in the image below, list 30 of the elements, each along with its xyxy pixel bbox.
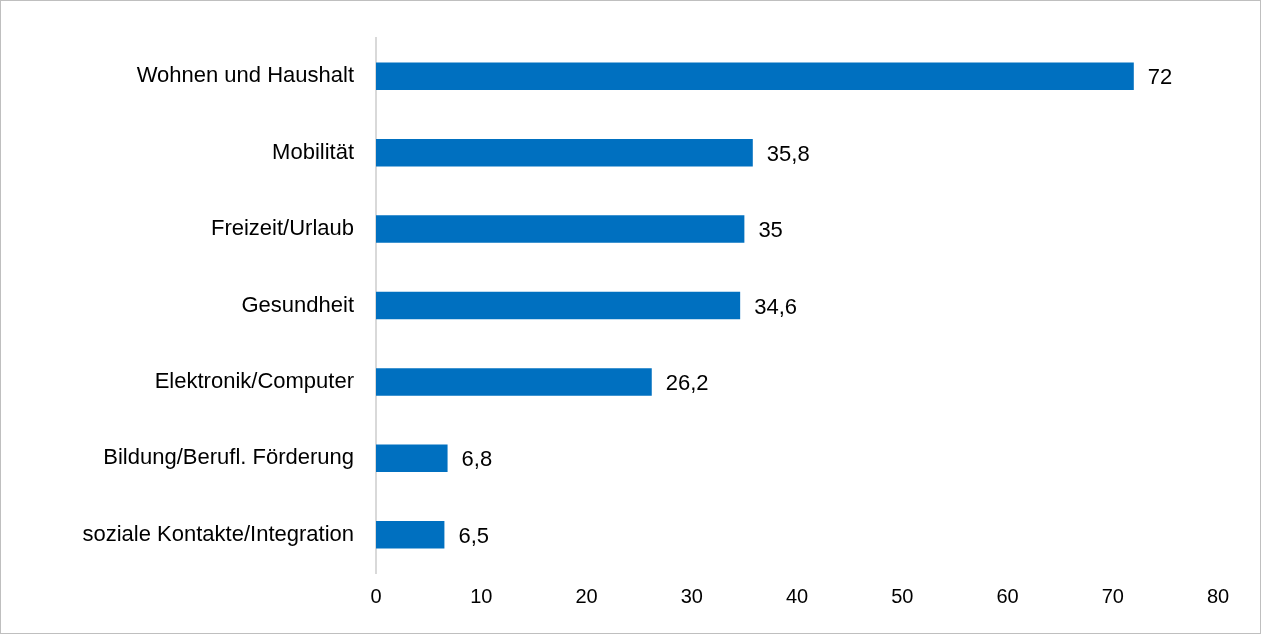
bar (376, 444, 448, 473)
data-label: 6,8 (461, 446, 493, 472)
y-tick-label: Wohnen und Haushalt (136, 62, 354, 88)
data-label: 72 (1147, 64, 1173, 90)
bar (376, 215, 745, 243)
x-tick-label: 80 (1206, 584, 1230, 607)
x-tick-label: 70 (1101, 584, 1124, 607)
bar (376, 521, 445, 549)
y-tick-label: soziale Kontakte/Integration (82, 520, 354, 546)
x-tick-label: 10 (470, 584, 493, 607)
x-tick-label: 60 (996, 584, 1019, 607)
y-tick-label: Freizeit/Urlaub (210, 215, 354, 241)
x-tick-label: 20 (575, 584, 598, 607)
bar (376, 368, 652, 396)
y-tick-label: Mobilität (272, 138, 354, 164)
y-tick-label: Bildung/Berufl. Förderung (103, 444, 354, 470)
bar (376, 138, 753, 167)
y-tick-label: Gesundheit (241, 291, 354, 317)
data-label: 35 (758, 217, 783, 243)
x-tick-label: 50 (891, 584, 914, 607)
bar (376, 62, 1134, 90)
data-label: 6,5 (458, 522, 490, 548)
data-label: 34,6 (754, 293, 797, 319)
x-tick-label: 30 (680, 584, 703, 607)
x-tick-label: 0 (370, 584, 382, 607)
data-label: 26,2 (665, 369, 709, 395)
x-tick-label: 40 (785, 584, 809, 607)
data-label: 35,8 (766, 140, 810, 166)
y-tick-label: Elektronik/Computer (154, 367, 354, 393)
bar (376, 291, 741, 320)
